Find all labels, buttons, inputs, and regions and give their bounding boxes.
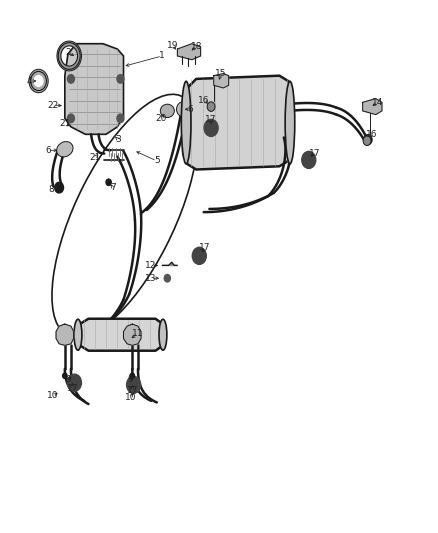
Polygon shape bbox=[183, 76, 293, 169]
Text: 11: 11 bbox=[132, 329, 144, 337]
Circle shape bbox=[67, 374, 81, 391]
Polygon shape bbox=[65, 44, 124, 134]
Text: 3: 3 bbox=[115, 135, 121, 144]
Ellipse shape bbox=[159, 319, 167, 350]
Text: 17: 17 bbox=[67, 384, 78, 392]
Text: 16: 16 bbox=[366, 130, 377, 139]
Text: 2: 2 bbox=[65, 48, 71, 56]
Ellipse shape bbox=[177, 102, 190, 117]
Circle shape bbox=[164, 274, 170, 282]
Circle shape bbox=[207, 102, 215, 111]
Circle shape bbox=[106, 179, 111, 185]
Text: 4: 4 bbox=[27, 77, 32, 85]
Circle shape bbox=[34, 76, 43, 86]
Ellipse shape bbox=[364, 135, 372, 144]
Ellipse shape bbox=[74, 319, 82, 350]
Text: 20: 20 bbox=[155, 114, 167, 123]
Ellipse shape bbox=[285, 81, 295, 164]
Text: 13: 13 bbox=[145, 274, 157, 282]
Text: 21: 21 bbox=[90, 153, 101, 161]
Text: 14: 14 bbox=[372, 98, 383, 107]
Circle shape bbox=[117, 114, 124, 123]
Circle shape bbox=[67, 75, 74, 83]
Circle shape bbox=[63, 373, 67, 378]
Polygon shape bbox=[177, 44, 201, 60]
Text: 16: 16 bbox=[198, 96, 209, 104]
Text: 17: 17 bbox=[127, 386, 138, 394]
Ellipse shape bbox=[57, 142, 73, 157]
Circle shape bbox=[302, 151, 316, 168]
Circle shape bbox=[31, 71, 46, 91]
Circle shape bbox=[117, 75, 124, 83]
Text: 21: 21 bbox=[59, 119, 71, 128]
Polygon shape bbox=[56, 324, 74, 345]
Circle shape bbox=[67, 114, 74, 123]
Text: 9: 9 bbox=[127, 375, 134, 384]
Text: 12: 12 bbox=[145, 261, 157, 270]
Text: 17: 17 bbox=[199, 244, 211, 252]
Text: 15: 15 bbox=[215, 69, 227, 78]
Circle shape bbox=[204, 119, 218, 136]
Text: 5: 5 bbox=[154, 157, 160, 165]
Polygon shape bbox=[214, 74, 229, 88]
Text: 1: 1 bbox=[159, 52, 165, 60]
Text: 7: 7 bbox=[110, 183, 116, 192]
Ellipse shape bbox=[160, 104, 174, 118]
Text: 17: 17 bbox=[205, 116, 217, 124]
Text: 18: 18 bbox=[191, 43, 202, 51]
Text: 9: 9 bbox=[65, 375, 71, 384]
Polygon shape bbox=[75, 319, 166, 351]
Text: 19: 19 bbox=[167, 41, 179, 50]
Text: 6: 6 bbox=[187, 105, 194, 114]
Circle shape bbox=[55, 182, 64, 193]
Ellipse shape bbox=[52, 94, 198, 337]
Ellipse shape bbox=[181, 81, 191, 164]
Text: 8: 8 bbox=[49, 185, 55, 193]
Text: 10: 10 bbox=[125, 393, 136, 401]
Circle shape bbox=[192, 247, 206, 264]
Circle shape bbox=[130, 373, 134, 378]
Circle shape bbox=[363, 136, 371, 146]
Text: 17: 17 bbox=[309, 149, 320, 158]
Polygon shape bbox=[124, 324, 141, 345]
Text: 10: 10 bbox=[47, 391, 58, 400]
Polygon shape bbox=[162, 262, 177, 265]
Circle shape bbox=[127, 376, 141, 393]
Text: 6: 6 bbox=[45, 146, 51, 155]
Text: 22: 22 bbox=[48, 101, 59, 110]
Polygon shape bbox=[363, 99, 382, 115]
